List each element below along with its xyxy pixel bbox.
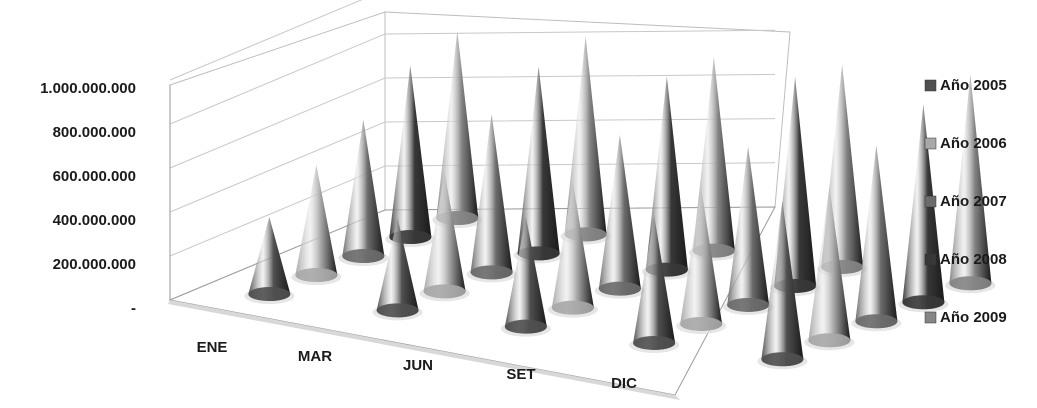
floor-edge	[168, 300, 680, 400]
cone	[676, 187, 727, 334]
x-tick-label: ENE	[197, 339, 228, 356]
x-tick-label: DIC	[611, 375, 637, 392]
x-axis: ENE MAR JUN SET DIC	[197, 339, 638, 392]
legend-swatch	[924, 253, 937, 266]
x-tick-label: MAR	[298, 348, 332, 365]
y-tick-label: 600.000.000	[53, 168, 136, 185]
cone	[723, 146, 774, 315]
cone	[244, 217, 295, 305]
legend-item: Año 2008	[924, 251, 1007, 268]
y-tick-label: -	[131, 300, 136, 317]
cone	[804, 186, 855, 351]
gridline	[169, 162, 776, 257]
cone	[466, 113, 517, 283]
cone	[372, 217, 423, 321]
legend-swatch	[924, 195, 937, 208]
y-tick-label: 400.000.000	[53, 212, 136, 229]
legend-item: Año 2009	[924, 309, 1007, 326]
cone	[594, 134, 645, 299]
legend-label: Año 2009	[940, 309, 1007, 326]
gridline	[169, 0, 363, 81]
cone-series	[244, 31, 996, 370]
legend-item: Año 2007	[924, 193, 1007, 210]
cone	[945, 74, 996, 294]
cone	[547, 182, 598, 318]
x-tick-label: SET	[506, 366, 535, 383]
legend-item: Año 2006	[924, 135, 1007, 152]
cone	[500, 216, 551, 337]
x-tick-label: JUN	[403, 357, 433, 374]
y-tick-label: 200.000.000	[53, 256, 136, 273]
legend-label: Año 2008	[940, 251, 1007, 268]
gridline	[169, 118, 776, 213]
legend-swatch	[924, 79, 937, 92]
y-tick-label: 1.000.000.000	[40, 80, 136, 97]
cone	[291, 165, 342, 286]
cone	[851, 145, 902, 332]
legend-label: Año 2006	[940, 135, 1007, 152]
gridline	[169, 73, 776, 169]
legend-swatch	[924, 311, 937, 324]
gridlines	[169, 0, 776, 257]
cone	[419, 172, 470, 302]
cone	[757, 200, 808, 370]
cone	[338, 119, 389, 267]
y-axis: - 200.000.000 400.000.000 600.000.000 800.00…	[40, 80, 171, 317]
cone	[629, 215, 680, 353]
legend-label: Año 2007	[940, 193, 1007, 210]
gridline	[169, 29, 776, 125]
y-tick-label: 800.000.000	[53, 124, 136, 141]
legend-item: Año 2005	[924, 77, 1007, 94]
legend-label: Año 2005	[940, 77, 1007, 94]
legend: Año 2005 Año 2006 Año 2007 Año 2008 Año 2009	[924, 77, 1007, 326]
legend-swatch	[924, 137, 937, 150]
